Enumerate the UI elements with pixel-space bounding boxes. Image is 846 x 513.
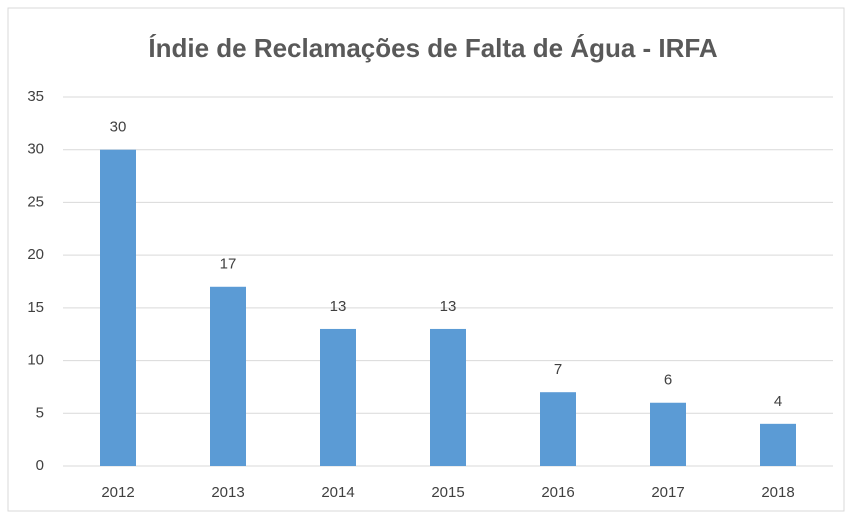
bar (650, 402, 686, 466)
x-tick-label: 2013 (211, 484, 244, 501)
x-tick-label: 2014 (321, 484, 354, 501)
data-label: 4 (774, 393, 782, 410)
bar (320, 328, 356, 466)
data-label: 13 (330, 298, 347, 315)
bar (210, 286, 246, 466)
y-tick-label: 0 (36, 457, 44, 474)
y-tick-label: 35 (27, 88, 44, 105)
x-tick-label: 2018 (761, 484, 794, 501)
data-label: 13 (440, 298, 457, 315)
y-tick-label: 25 (27, 193, 44, 210)
x-tick-label: 2017 (651, 484, 684, 501)
y-tick-label: 5 (36, 404, 44, 421)
data-label: 30 (110, 119, 127, 136)
y-tick-label: 20 (27, 246, 44, 263)
bar (430, 328, 466, 466)
y-tick-label: 15 (27, 299, 44, 316)
data-label: 7 (554, 361, 562, 378)
chart-title: Índie de Reclamações de Falta de Água - … (148, 33, 717, 63)
bar (760, 423, 796, 466)
data-label: 6 (664, 372, 672, 389)
y-tick-label: 30 (27, 141, 44, 158)
bar (540, 392, 576, 466)
x-tick-label: 2012 (101, 484, 134, 501)
x-tick-label: 2015 (431, 484, 464, 501)
chart-border (7, 7, 845, 512)
bar (100, 149, 136, 466)
x-tick-label: 2016 (541, 484, 574, 501)
y-tick-label: 10 (27, 352, 44, 369)
data-label: 17 (220, 256, 237, 273)
